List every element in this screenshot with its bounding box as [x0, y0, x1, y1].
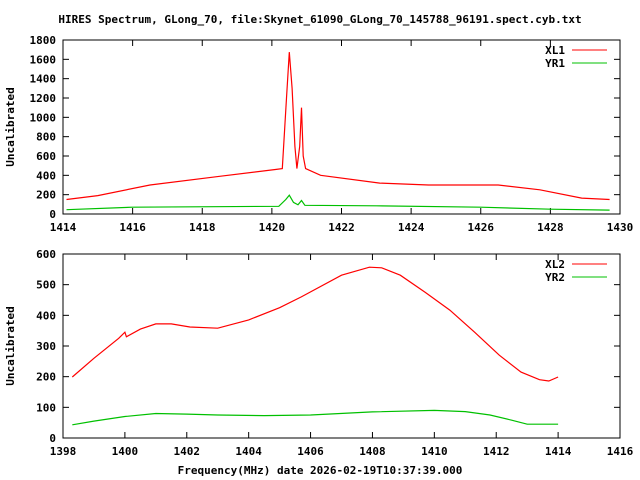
series-line-yr1 — [66, 194, 610, 211]
y-tick-label: 1400 — [30, 73, 57, 86]
legend-label: YR1 — [545, 57, 565, 70]
y-tick-label: 1600 — [30, 53, 57, 66]
series-line-yr2 — [72, 409, 559, 426]
y-axis-label: Uncalibrated — [4, 87, 17, 166]
x-tick-label: 1406 — [297, 445, 324, 458]
x-tick-label: 1424 — [398, 221, 425, 234]
series-line-xl2 — [71, 266, 559, 382]
x-tick-label: 1420 — [259, 221, 286, 234]
y-tick-label: 0 — [49, 432, 56, 445]
x-tick-label: 1414 — [50, 221, 77, 234]
y-tick-label: 100 — [36, 401, 56, 414]
y-tick-label: 400 — [36, 169, 56, 182]
y-tick-label: 1200 — [30, 92, 57, 105]
x-tick-label: 1408 — [359, 445, 386, 458]
chart-title: HIRES Spectrum, GLong_70, file:Skynet_61… — [58, 13, 581, 26]
legend-label: YR2 — [545, 271, 565, 284]
plot-frame — [62, 39, 621, 215]
plot-2: 1398 1400 1402 1404 1406 1408 1410 1412 1414 1416… — [4, 248, 634, 458]
x-tick-label: 1430 — [607, 221, 634, 234]
x-tick-label: 1412 — [483, 445, 510, 458]
legend-label: XL2 — [545, 258, 565, 271]
x-tick-label: 1416 — [119, 221, 146, 234]
x-tick-label: 1410 — [421, 445, 448, 458]
y-tick-label: 200 — [36, 371, 56, 384]
y-tick-label: 200 — [36, 189, 56, 202]
y-tick-label: 600 — [36, 248, 56, 261]
y-tick-label: 500 — [36, 279, 56, 292]
x-tick-label: 1418 — [189, 221, 216, 234]
x-tick-label: 1422 — [328, 221, 355, 234]
x-tick-label: 1398 — [50, 445, 77, 458]
y-tick-label: 300 — [36, 340, 56, 353]
x-tick-label: 1404 — [235, 445, 262, 458]
x-axis-label: Frequency(MHz) date 2026-02-19T10:37:39.… — [178, 464, 463, 477]
y-tick-label: 600 — [36, 150, 56, 163]
x-tick-label: 1402 — [174, 445, 201, 458]
x-tick-label: 1414 — [545, 445, 572, 458]
plot-1: 1414 1416 1418 1420 1422 1424 1426 1428 1430 0 200… — [4, 34, 633, 234]
y-tick-label: 800 — [36, 131, 56, 144]
y-tick-label: 1000 — [30, 111, 57, 124]
plot-frame — [62, 253, 621, 439]
x-tick-label: 1416 — [607, 445, 634, 458]
y-tick-label: 1800 — [30, 34, 57, 47]
x-tick-label: 1428 — [537, 221, 564, 234]
series-line-xl1 — [66, 52, 610, 201]
y-tick-label: 400 — [36, 309, 56, 322]
x-tick-label: 1426 — [468, 221, 495, 234]
x-tick-label: 1400 — [112, 445, 139, 458]
y-axis-label: Uncalibrated — [4, 306, 17, 385]
legend-label: XL1 — [545, 44, 565, 57]
y-tick-label: 0 — [49, 208, 56, 221]
